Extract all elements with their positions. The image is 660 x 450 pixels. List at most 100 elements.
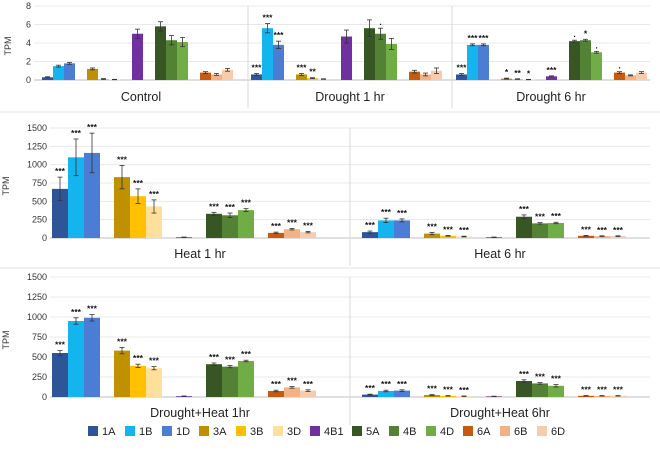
y-tick-label: 750 — [32, 332, 47, 342]
significance-label: *** — [55, 340, 66, 350]
legend-swatch-1A — [88, 426, 98, 436]
bar-4B1 — [132, 33, 143, 80]
significance-label: *** — [252, 63, 263, 73]
significance-label: *** — [117, 154, 128, 164]
legend-label-4B1: 4B1 — [324, 426, 344, 438]
significance-label: *** — [87, 304, 98, 314]
significance-label: *** — [271, 221, 282, 231]
legend-swatch-5A — [352, 426, 362, 436]
bar-1D — [84, 152, 100, 238]
significance-label: . — [379, 17, 381, 27]
significance-label: *** — [457, 63, 468, 73]
significance-label: *** — [55, 166, 66, 176]
bar-1D — [394, 390, 410, 397]
bar-6D — [636, 72, 647, 80]
significance-label: *** — [287, 217, 298, 227]
bar-5A — [516, 216, 532, 238]
bar-1D — [478, 44, 489, 80]
bar-6B — [211, 74, 222, 80]
bar-3A — [424, 233, 440, 238]
bar-1A — [52, 353, 68, 397]
significance-label: *** — [443, 385, 454, 395]
bar-4B — [580, 40, 591, 80]
significance-label: *** — [381, 379, 392, 389]
bar-3D — [146, 368, 162, 397]
bar-6A — [578, 235, 594, 238]
significance-label: *** — [133, 353, 144, 363]
bar-4D — [238, 361, 254, 397]
significance-label: *** — [87, 122, 98, 132]
significance-label: *** — [519, 204, 530, 214]
legend-label-4D: 4D — [440, 426, 454, 438]
significance-label: *** — [149, 189, 160, 199]
condition-title: Heat 1 hr — [174, 247, 225, 261]
significance-label: *** — [225, 202, 236, 212]
bar-4B — [375, 33, 386, 80]
bar-1B — [68, 157, 84, 238]
legend-label-3D: 3D — [287, 426, 301, 438]
bar-6D — [300, 232, 316, 238]
legend-swatch-4D — [426, 426, 436, 436]
significance-label: *** — [427, 222, 438, 232]
y-tick-label: 750 — [32, 178, 47, 188]
bar-6A — [200, 72, 211, 80]
significance-label: *** — [381, 207, 392, 217]
y-tick-label: 250 — [32, 215, 47, 225]
bar-5A — [206, 364, 222, 397]
significance-label: *** — [535, 212, 546, 222]
bar-3A — [114, 177, 130, 238]
y-tick-label: 0 — [26, 75, 31, 85]
bar-1D — [394, 220, 410, 238]
significance-label: *** — [597, 225, 608, 235]
bar-1B — [378, 220, 394, 238]
bar-3A — [114, 350, 130, 397]
condition-title: Drought+Heat 6hr — [450, 406, 550, 420]
y-axis-label: TPM — [1, 331, 11, 350]
significance-label: *** — [519, 369, 530, 379]
significance-label: *** — [459, 225, 470, 235]
significance-label: *** — [274, 30, 285, 40]
significance-label: *** — [209, 352, 220, 362]
significance-label: * — [505, 67, 509, 77]
bar-3A — [424, 395, 440, 397]
legend-label-3B: 3B — [250, 426, 263, 438]
significance-label: *** — [547, 65, 558, 75]
significance-label: *** — [303, 379, 314, 389]
bar-5A — [206, 213, 222, 238]
significance-label: *** — [397, 208, 408, 218]
y-tick-label: 500 — [32, 196, 47, 206]
legend-swatch-1D — [162, 426, 172, 436]
y-tick-label: 4 — [26, 38, 31, 48]
significance-label: *** — [297, 63, 308, 73]
significance-label: *** — [71, 307, 82, 317]
y-tick-label: 8 — [26, 1, 31, 11]
bar-3D — [146, 206, 162, 238]
significance-label: *** — [613, 385, 624, 395]
y-tick-label: 0 — [42, 392, 47, 402]
bar-3B — [130, 365, 146, 397]
legend-swatch-1B — [125, 426, 135, 436]
bar-3B — [440, 235, 456, 238]
bar-4B1 — [341, 36, 352, 80]
condition-title: Control — [121, 90, 161, 104]
y-tick-label: 2 — [26, 57, 31, 67]
significance-label: *** — [287, 376, 298, 386]
significance-label: *** — [71, 128, 82, 138]
significance-label: *** — [225, 354, 236, 364]
bar-6B — [594, 236, 610, 238]
significance-label: . — [573, 29, 575, 39]
significance-label: *** — [271, 379, 282, 389]
bar-4B — [222, 215, 238, 238]
bar-5A — [569, 41, 580, 80]
y-tick-label: 250 — [32, 372, 47, 382]
legend-swatch-3B — [236, 426, 246, 436]
bar-4B1 — [546, 76, 557, 80]
significance-label: * — [527, 68, 531, 78]
significance-label: . — [595, 40, 597, 50]
bar-1A — [52, 188, 68, 238]
legend-label-1A: 1A — [102, 426, 116, 438]
y-axis-label: TPM — [3, 37, 13, 56]
bar-1A — [251, 74, 262, 80]
bar-1A — [42, 77, 53, 80]
bar-6A — [268, 232, 284, 238]
